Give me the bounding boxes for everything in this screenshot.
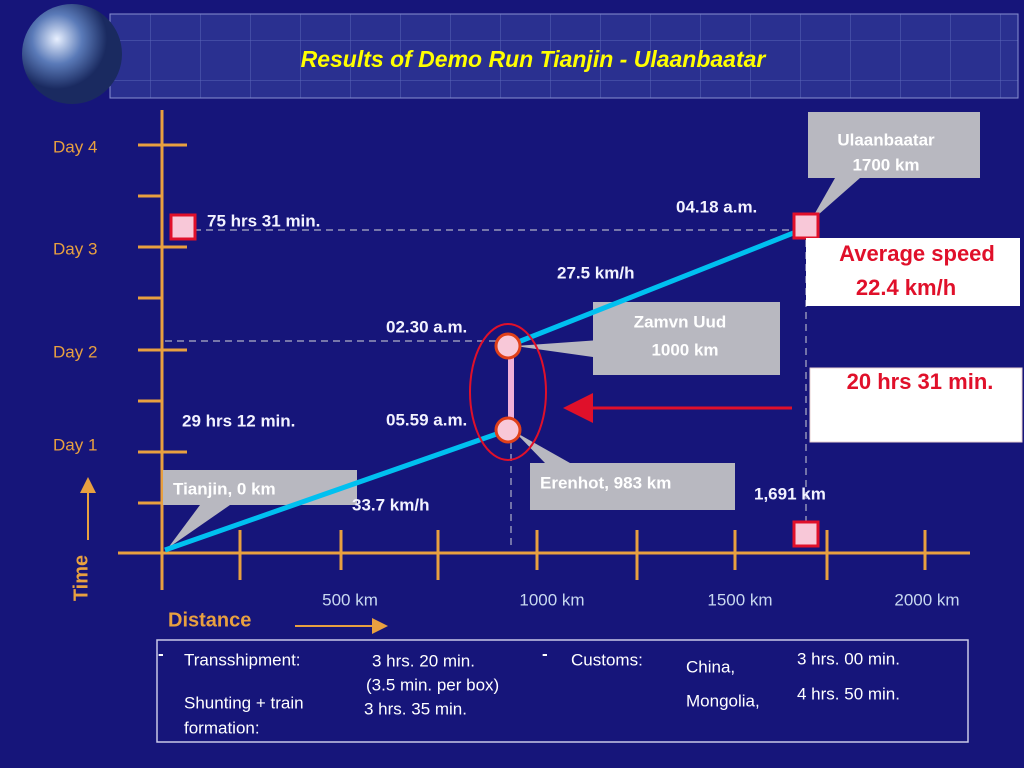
route-line bbox=[164, 427, 509, 553]
distance-label: Distance bbox=[168, 609, 251, 631]
day-label: Day 4 bbox=[53, 137, 97, 156]
note: - bbox=[542, 644, 548, 663]
annotation: 05.59 a.m. bbox=[386, 410, 467, 429]
title: Results of Demo Run Tianjin - Ulaanbaata… bbox=[301, 46, 767, 72]
note: 3 hrs. 00 min. bbox=[797, 649, 900, 668]
note: - bbox=[158, 644, 164, 663]
callout: 1000 km bbox=[651, 340, 718, 359]
marker bbox=[494, 416, 522, 444]
note: Shunting + train bbox=[184, 693, 304, 712]
time-label: Time bbox=[70, 555, 92, 601]
day-label: Day 2 bbox=[53, 342, 97, 361]
annotation: 75 hrs 31 min. bbox=[207, 211, 320, 230]
note: China, bbox=[686, 657, 735, 676]
callout: 1700 km bbox=[852, 155, 919, 174]
km-tick: 500 km bbox=[322, 590, 378, 609]
km-tick: 1500 km bbox=[707, 590, 772, 609]
annotation: 33.7 km/h bbox=[352, 495, 430, 514]
average-speed: Average speed bbox=[839, 241, 995, 266]
note: Mongolia, bbox=[686, 691, 760, 710]
marker bbox=[494, 332, 522, 360]
border-ellipse bbox=[469, 323, 547, 461]
notes-box bbox=[156, 639, 969, 743]
day-label: Day 1 bbox=[53, 435, 97, 454]
route-line bbox=[507, 225, 807, 349]
callout: Ulaanbaatar bbox=[837, 130, 935, 149]
note: 3 hrs. 35 min. bbox=[364, 699, 467, 718]
note: Customs: bbox=[571, 650, 643, 669]
note: Transshipment: bbox=[184, 650, 301, 669]
speed-box bbox=[806, 238, 1020, 306]
km-tick: 2000 km bbox=[894, 590, 959, 609]
callout: Erenhot, 983 km bbox=[540, 473, 671, 492]
border-time-box bbox=[809, 367, 1023, 443]
average-speed: 22.4 km/h bbox=[856, 275, 956, 300]
annotation: 29 hrs 12 min. bbox=[182, 411, 295, 430]
note: 3 hrs. 20 min. bbox=[372, 651, 475, 670]
km-tick: 1000 km bbox=[519, 590, 584, 609]
callout-boxes bbox=[163, 112, 980, 548]
day-label: Day 3 bbox=[53, 239, 97, 258]
axes bbox=[80, 110, 970, 634]
annotation: 27.5 km/h bbox=[557, 263, 635, 282]
note: 4 hrs. 50 min. bbox=[797, 684, 900, 703]
annotation: 04.18 a.m. bbox=[676, 197, 757, 216]
border-time: 20 hrs 31 min. bbox=[847, 369, 994, 394]
callout: Tianjin, 0 km bbox=[173, 479, 276, 498]
annotation: 1,691 km bbox=[754, 484, 826, 503]
header: Results of Demo Run Tianjin - Ulaanbaata… bbox=[22, 4, 1019, 104]
note: (3.5 min. per box) bbox=[366, 675, 499, 694]
annotation: 02.30 a.m. bbox=[386, 317, 467, 336]
callout: Zamvn Uud bbox=[634, 312, 727, 331]
note: formation: bbox=[184, 718, 260, 737]
